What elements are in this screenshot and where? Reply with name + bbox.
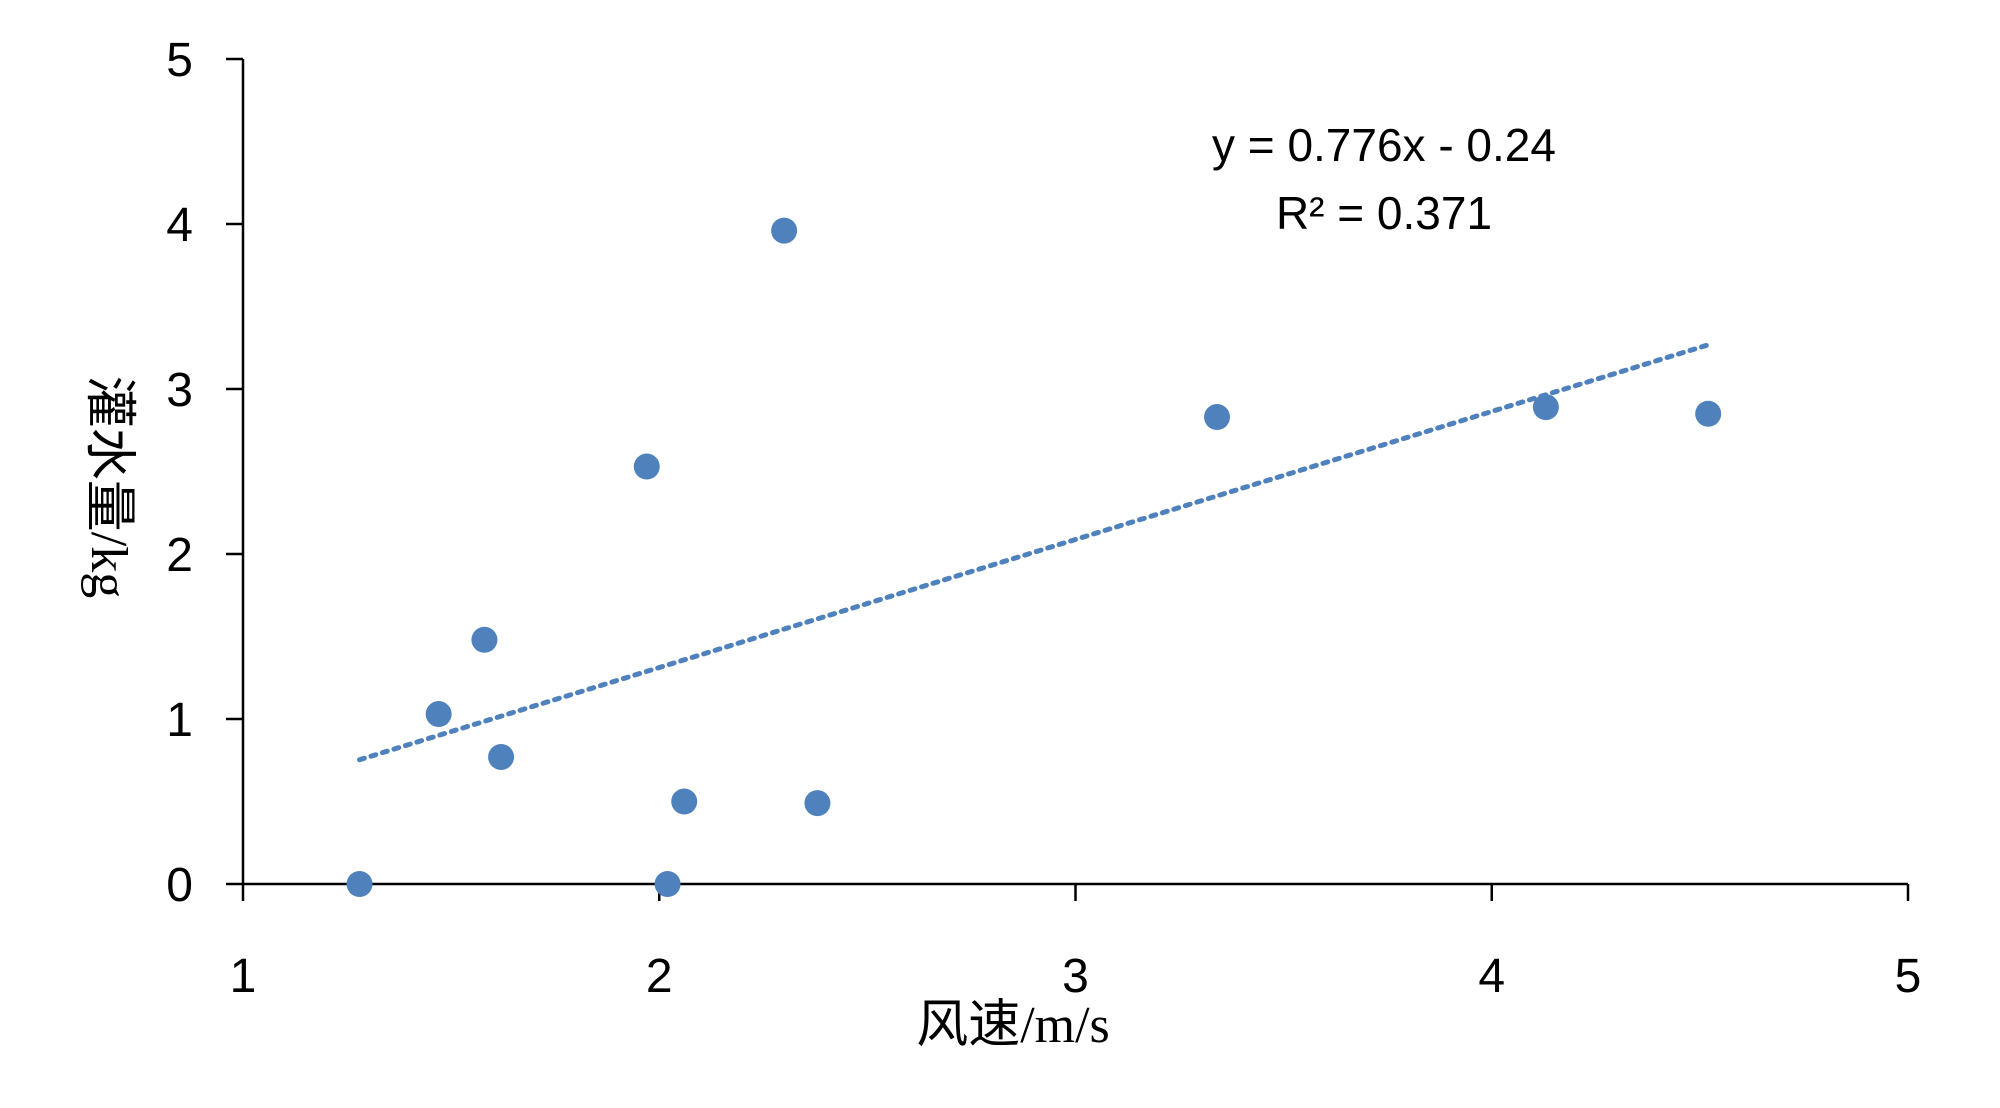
- data-point: [1695, 400, 1722, 427]
- x-tick-label: 1: [230, 950, 257, 1003]
- data-point: [346, 871, 373, 897]
- y-tick-label: 2: [166, 529, 193, 582]
- data-point: [804, 790, 831, 817]
- y-tick-label: 0: [166, 859, 193, 912]
- trendline-r-squared: R² = 0.371: [1276, 187, 1492, 239]
- x-tick-label: 4: [1478, 950, 1505, 1003]
- x-tick-label: 2: [646, 950, 673, 1003]
- y-tick-label: 1: [166, 694, 193, 747]
- data-point: [671, 788, 698, 815]
- labels-layer: y = 0.776x - 0.24 R² = 0.371 风速/m/s 灌水量/…: [80, 119, 1556, 1054]
- data-point: [771, 217, 798, 244]
- data-point: [654, 871, 681, 897]
- x-axis-title: 风速/m/s: [916, 997, 1110, 1054]
- data-point: [425, 701, 452, 728]
- data-point: [633, 453, 660, 480]
- trendline-equation: y = 0.776x - 0.24: [1212, 119, 1556, 171]
- y-tick-label: 5: [166, 34, 193, 87]
- data-point: [1204, 404, 1231, 431]
- trendline: [357, 342, 1711, 763]
- x-tick-label: 3: [1062, 950, 1089, 1003]
- y-tick-label: 3: [166, 364, 193, 417]
- data-point: [488, 743, 515, 770]
- y-tick-label: 4: [166, 199, 193, 252]
- data-point: [471, 626, 498, 653]
- data-point: [1532, 394, 1559, 421]
- points-layer: [346, 217, 1722, 897]
- trendline-layer: [357, 342, 1711, 763]
- x-tick-label: 5: [1895, 950, 1922, 1003]
- y-axis-title: 灌水量/kg: [80, 376, 137, 598]
